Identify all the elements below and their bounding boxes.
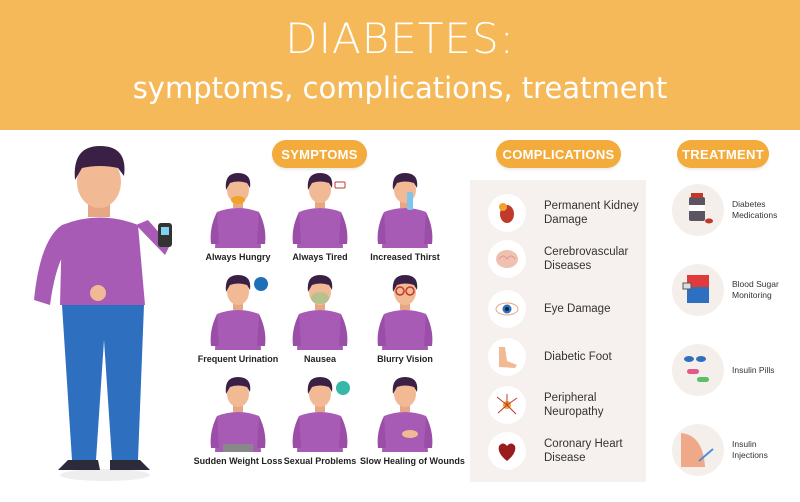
wound-icon xyxy=(360,372,450,452)
symptom-item: Sexual Problems xyxy=(275,372,365,466)
page-title: DIABETES: xyxy=(285,14,515,63)
symptom-label: Nausea xyxy=(303,354,337,364)
symptom-item: Sudden Weight Loss xyxy=(193,372,283,466)
page-subtitle: symptoms, complications, treatment xyxy=(132,71,668,105)
complication-item: Diabetic Foot xyxy=(488,338,654,376)
treatment-header-pill: TREATMENT xyxy=(677,140,769,168)
symptom-label: Sexual Problems xyxy=(283,456,357,466)
male-symbol-icon xyxy=(275,372,365,452)
symptom-item: Nausea xyxy=(275,270,365,364)
complications-panel: Permanent Kidney Damage Cerebrovascular … xyxy=(470,180,646,482)
symptom-label: Always Hungry xyxy=(205,252,271,262)
complication-item: Peripheral Neuropathy xyxy=(488,386,654,424)
treatment-item: Blood Sugar Monitoring xyxy=(672,264,792,316)
symptom-item: Increased Thirst xyxy=(360,168,450,262)
symptom-label: Increased Thirst xyxy=(370,252,440,262)
foot-icon xyxy=(488,338,526,376)
water-bottle-icon xyxy=(360,168,450,248)
treatment-label: Insulin Injections xyxy=(732,439,768,460)
glasses-icon xyxy=(360,270,450,350)
eye-icon xyxy=(488,290,526,328)
complications-header-pill: COMPLICATIONS xyxy=(496,140,621,168)
symptoms-header-pill: SYMPTOMS xyxy=(272,140,367,168)
complication-label: Permanent Kidney Damage xyxy=(544,200,639,226)
heart-icon xyxy=(488,432,526,470)
neuron-icon xyxy=(488,386,526,424)
kidney-icon xyxy=(488,194,526,232)
symptom-item: Frequent Urination xyxy=(193,270,283,364)
treatment-label: Blood Sugar Monitoring xyxy=(732,279,779,300)
symptom-label: Sudden Weight Loss xyxy=(193,456,283,466)
treatment-label: Diabetes Medications xyxy=(732,199,778,220)
burger-icon xyxy=(193,168,283,248)
complication-label: Diabetic Foot xyxy=(544,351,612,363)
header-banner: DIABETES: symptoms, complications, treat… xyxy=(0,0,800,130)
treatment-label: Insulin Pills xyxy=(732,364,775,375)
treatment-item: Diabetes Medications xyxy=(672,184,792,236)
complication-item: Permanent Kidney Damage xyxy=(488,194,654,232)
complication-label: Coronary Heart Disease xyxy=(544,438,623,464)
toilet-icon xyxy=(193,270,283,350)
symptom-label: Frequent Urination xyxy=(197,354,279,364)
glucose-monitor-icon xyxy=(672,264,724,316)
symptom-item: Slow Healing of Wounds xyxy=(360,372,465,466)
symptom-item: Always Tired xyxy=(275,168,365,262)
nausea-icon xyxy=(275,270,365,350)
complication-item: Cerebrovascular Diseases xyxy=(488,240,654,278)
treatment-item: Insulin Injections xyxy=(672,424,792,476)
symptom-item: Always Hungry xyxy=(193,168,283,262)
brain-icon xyxy=(488,240,526,278)
symptom-label: Always Tired xyxy=(292,252,348,262)
symptom-label: Slow Healing of Wounds xyxy=(360,456,465,466)
medicine-bottle-icon xyxy=(672,184,724,236)
syringe-icon xyxy=(672,424,724,476)
treatment-item: Insulin Pills xyxy=(672,344,792,396)
complication-item: Coronary Heart Disease xyxy=(488,432,654,470)
complication-label: Eye Damage xyxy=(544,303,611,315)
complication-item: Eye Damage xyxy=(488,290,654,328)
complication-label: Peripheral Neuropathy xyxy=(544,392,604,418)
loose-belt-icon xyxy=(193,372,283,452)
complication-label: Cerebrovascular Diseases xyxy=(544,246,629,272)
man-with-glucometer-illustration xyxy=(34,146,172,481)
symptom-label: Blurry Vision xyxy=(377,354,433,364)
low-battery-icon xyxy=(275,168,365,248)
symptom-item: Blurry Vision xyxy=(360,270,450,364)
pills-icon xyxy=(672,344,724,396)
